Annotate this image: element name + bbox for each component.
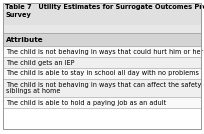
Text: Attribute: Attribute [6, 36, 44, 42]
Text: The child gets an IEP: The child gets an IEP [6, 59, 74, 66]
Text: The child is able to hold a paying job as an adult: The child is able to hold a paying job a… [6, 100, 166, 105]
Text: The child is not behaving in ways that can affect the safety of
siblings at home: The child is not behaving in ways that c… [6, 81, 204, 94]
Bar [3, 97, 201, 108]
Text: The child is able to stay in school all day with no problems: The child is able to stay in school all … [6, 70, 199, 77]
Bar [3, 25, 201, 33]
Bar [3, 33, 201, 46]
Bar [3, 3, 201, 25]
Text: Table 7   Utility Estimates for Surrogate Outcomes Preferences From the BWS Expe: Table 7 Utility Estimates for Surrogate … [5, 5, 204, 18]
Bar [3, 57, 201, 68]
Bar [3, 68, 201, 79]
Bar [3, 46, 201, 57]
Bar [3, 79, 201, 97]
Text: The child is not behaving in ways that could hurt him or her: The child is not behaving in ways that c… [6, 49, 203, 55]
